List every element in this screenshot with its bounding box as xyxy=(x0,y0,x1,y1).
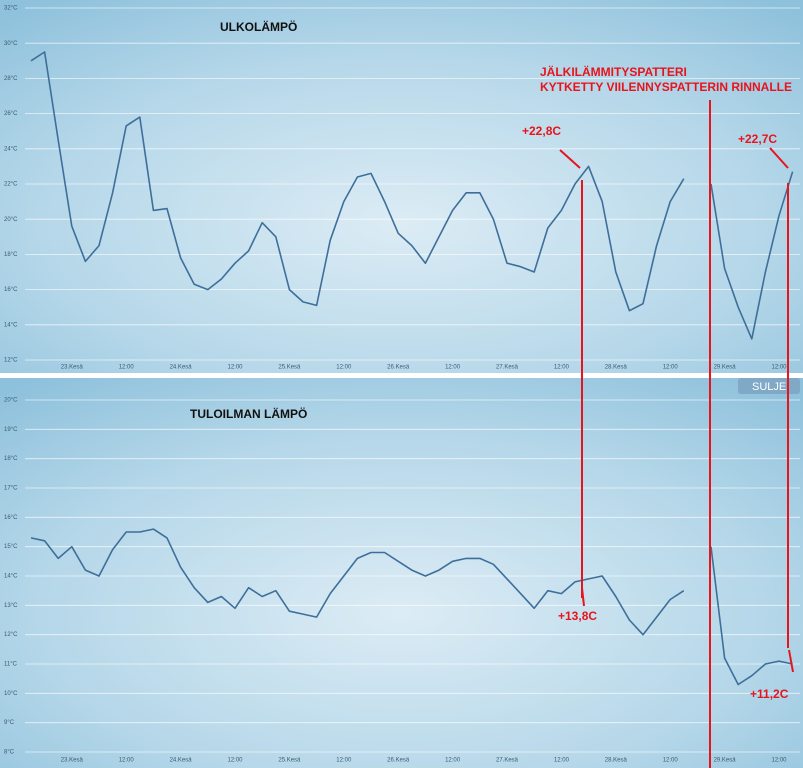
x-tick-label: 12:00 xyxy=(663,758,679,764)
x-tick-label: 25.Kesä xyxy=(278,758,301,764)
y-tick-label: 10°C xyxy=(4,691,18,697)
x-tick-label: 12:00 xyxy=(119,758,135,764)
x-tick-label: 12:00 xyxy=(663,365,679,371)
x-tick-label: 27.Kesä xyxy=(496,365,519,371)
x-tick-label: 12:00 xyxy=(119,365,135,371)
y-tick-label: 16°C xyxy=(4,515,18,521)
annotation: +22,7C xyxy=(738,132,777,146)
annotation: JÄLKILÄMMITYSPATTERI xyxy=(540,64,687,79)
data-line xyxy=(30,528,793,686)
x-tick-label: 12:00 xyxy=(445,758,461,764)
x-tick-label: 12:00 xyxy=(445,365,461,371)
x-tick-label: 12:00 xyxy=(227,365,243,371)
x-tick-label: 24.Kesä xyxy=(170,365,193,371)
y-tick-label: 14°C xyxy=(4,322,18,328)
data-line xyxy=(30,51,794,340)
marker-line xyxy=(581,587,585,607)
y-tick-label: 11°C xyxy=(4,662,18,668)
x-tick-label: 12:00 xyxy=(771,758,787,764)
x-tick-label: 23.Kesä xyxy=(61,758,84,764)
annotation: +22,8C xyxy=(522,124,561,138)
y-tick-label: 13°C xyxy=(4,603,18,609)
x-tick-label: 29.Kesä xyxy=(714,365,737,371)
panel-1 xyxy=(0,0,803,373)
y-tick-label: 14°C xyxy=(4,574,18,580)
x-tick-label: 26.Kesä xyxy=(387,758,410,764)
y-tick-label: 8°C xyxy=(4,750,15,756)
plots: 12°C 14°C 16°C 18°C 20°C 22°C 24°C 26°C 28°C 30°C… xyxy=(4,6,800,764)
marker-line xyxy=(769,147,789,169)
x-tick-label: 12:00 xyxy=(336,758,352,764)
x-tick-label: 26.Kesä xyxy=(387,365,410,371)
y-tick-label: 15°C xyxy=(4,544,18,550)
x-tick-label: 12:00 xyxy=(227,758,243,764)
x-tick-label: 29.Kesä xyxy=(714,758,737,764)
y-tick-label: 24°C xyxy=(4,146,18,152)
y-tick-label: 9°C xyxy=(4,720,15,726)
y-tick-label: 16°C xyxy=(4,287,18,293)
close-button[interactable] xyxy=(738,378,800,394)
x-tick-label: 12:00 xyxy=(336,365,352,371)
y-tick-label: 22°C xyxy=(4,182,18,188)
annotation: +11,2C xyxy=(750,687,789,701)
y-tick-label: 20°C xyxy=(4,398,18,404)
overlay: JÄLKILÄMMITYSPATTERI KYTKETTY VIILENNYSP… xyxy=(522,64,794,768)
close-button-label[interactable]: SULJE xyxy=(752,381,786,393)
y-tick-label: 32°C xyxy=(4,6,18,12)
y-tick-label: 28°C xyxy=(4,76,18,82)
y-tick-label: 20°C xyxy=(4,217,18,223)
x-tick-label: 12:00 xyxy=(554,365,570,371)
panel-2 xyxy=(0,378,803,768)
y-tick-label: 19°C xyxy=(4,427,18,433)
x-tick-label: 24.Kesä xyxy=(170,758,193,764)
x-tick-label: 28.Kesä xyxy=(605,365,628,371)
marker-line xyxy=(788,649,794,673)
x-tick-label: 25.Kesä xyxy=(278,365,301,371)
y-tick-label: 12°C xyxy=(4,358,18,364)
y-tick-label: 18°C xyxy=(4,252,18,258)
y-tick-label: 26°C xyxy=(4,111,18,117)
x-tick-label: 23.Kesä xyxy=(61,365,84,371)
chart-title: TULOILMAN LÄMPÖ xyxy=(190,406,307,421)
chart-title: ULKOLÄMPÖ xyxy=(220,19,297,34)
marker-line xyxy=(559,149,581,169)
y-tick-label: 18°C xyxy=(4,456,18,462)
y-tick-label: 12°C xyxy=(4,632,18,638)
x-tick-label: 12:00 xyxy=(554,758,570,764)
x-tick-label: 28.Kesä xyxy=(605,758,628,764)
x-tick-label: 27.Kesä xyxy=(496,758,519,764)
annotation: +13,8C xyxy=(558,609,597,623)
annotation: KYTKETTY VIILENNYSPATTERIN RINNALLE xyxy=(540,80,792,94)
y-tick-label: 17°C xyxy=(4,486,18,492)
y-tick-label: 30°C xyxy=(4,41,18,47)
x-tick-label: 12:00 xyxy=(771,365,787,371)
